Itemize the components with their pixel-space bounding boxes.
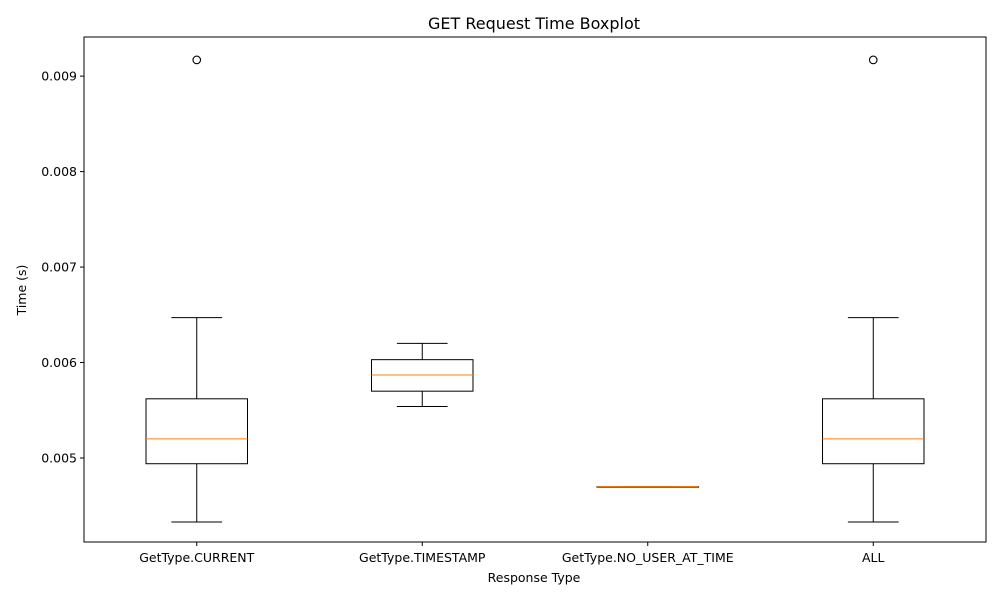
y-tick-label: 0.006 — [41, 355, 77, 370]
x-tick-label: GetType.NO_USER_AT_TIME — [562, 550, 734, 565]
chart-title: GET Request Time Boxplot — [428, 14, 640, 33]
y-tick-label: 0.005 — [41, 450, 77, 465]
iqr-box — [822, 398, 925, 465]
y-tick-label: 0.008 — [41, 164, 77, 179]
outlier-point — [868, 55, 878, 65]
x-tick-label: GetType.TIMESTAMP — [359, 550, 486, 565]
outlier-point — [192, 55, 202, 65]
plot-area-frame — [83, 36, 987, 543]
x-axis-label: Response Type — [488, 570, 581, 585]
x-tick-label: ALL — [862, 550, 885, 565]
boxplot-marks — [145, 55, 925, 523]
x-tick-label: GetType.CURRENT — [139, 550, 254, 565]
y-axis-label: Time (s) — [14, 265, 29, 317]
box-group — [145, 55, 248, 523]
box-group — [371, 342, 474, 407]
box-group — [596, 486, 699, 488]
y-tick-label: 0.009 — [41, 69, 77, 84]
iqr-box — [145, 398, 248, 465]
box-group — [822, 55, 925, 523]
y-axis-ticks: 0.005 0.006 0.007 0.008 0.009 — [41, 69, 84, 465]
x-axis-ticks: GetType.CURRENT GetType.TIMESTAMP GetType.… — [139, 542, 885, 565]
y-tick-label: 0.007 — [41, 260, 77, 275]
